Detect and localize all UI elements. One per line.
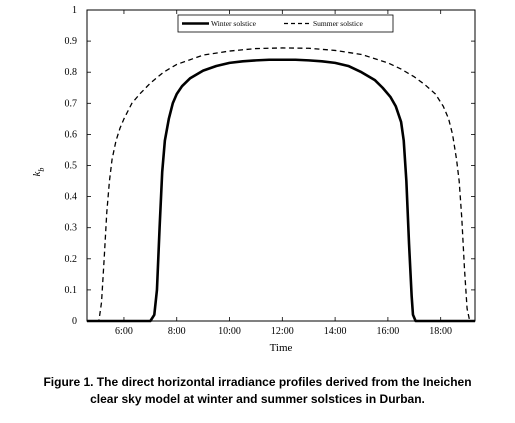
x-tick-label: 8:00: [168, 326, 186, 337]
y-tick-label: 1: [72, 5, 77, 16]
y-axis-label-sub: b: [37, 168, 46, 172]
y-tick-label: 0.8: [65, 67, 78, 78]
legend-label-winter: Winter solstice: [211, 19, 257, 28]
y-tick-label: 0.9: [65, 36, 78, 47]
x-tick-label: 10:00: [218, 326, 241, 337]
x-tick-label: 6:00: [115, 326, 133, 337]
series-line-summer-solstice: [87, 47, 475, 322]
legend: Winter solstice Summer solstice: [177, 14, 394, 33]
y-tick-label: 0.3: [65, 223, 78, 234]
figure-caption: Figure 1. The direct horizontal irradian…: [0, 374, 515, 408]
y-axis-label: kb: [31, 168, 46, 177]
x-axis-label: Time: [270, 342, 293, 354]
y-tick-label: 0.5: [65, 161, 78, 172]
x-tick-label: 14:00: [324, 326, 347, 337]
svg-text:kb: kb: [31, 168, 46, 177]
chart: 6:00 8:00 10:00 12:00 14:00 16:00 18:00 0 0.1 0.2…: [31, 5, 476, 354]
y-axis-label-main: k: [31, 170, 43, 176]
y-tick-label: 0.2: [65, 254, 78, 265]
series-layer: [87, 47, 475, 323]
y-tick-label: 0: [72, 316, 77, 327]
plot-frame: [86, 9, 476, 322]
x-tick-label: 18:00: [429, 326, 452, 337]
x-tick-label: 16:00: [377, 326, 400, 337]
x-tick-label: 12:00: [271, 326, 294, 337]
ticks-layer: 6:00 8:00 10:00 12:00 14:00 16:00 18:00 0 0.1 0.2…: [65, 5, 475, 337]
caption-line-2: clear sky model at winter and summer sol…: [90, 392, 425, 406]
caption-line-1: Figure 1. The direct horizontal irradian…: [43, 375, 472, 389]
y-tick-label: 0.6: [65, 129, 78, 140]
series-line-winter-solstice: [87, 58, 475, 323]
y-tick-label: 0.7: [65, 98, 78, 109]
y-tick-label: 0.4: [65, 192, 78, 203]
y-tick-label: 0.1: [65, 285, 78, 296]
legend-label-summer: Summer solstice: [313, 19, 363, 28]
